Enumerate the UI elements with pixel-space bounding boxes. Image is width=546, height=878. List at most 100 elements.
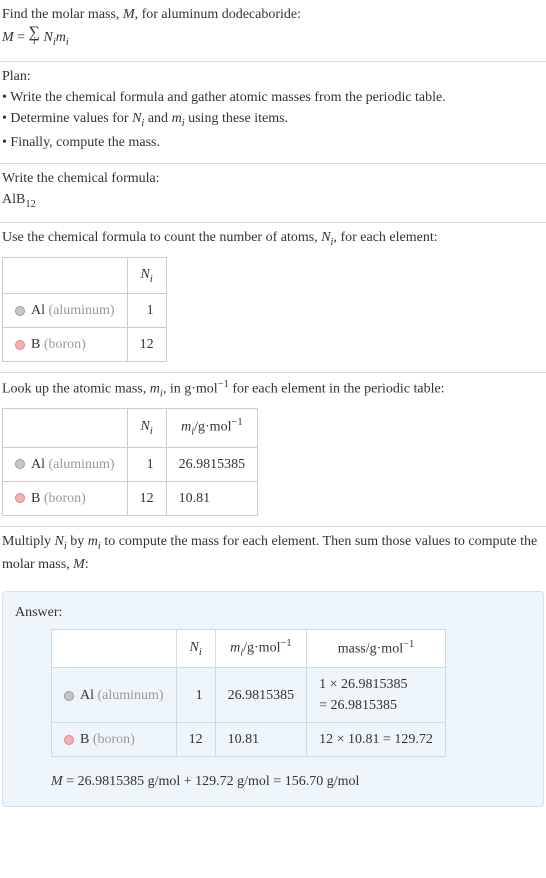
sup-neg1: −1 (218, 379, 229, 390)
table-row: B (boron) 12 (3, 328, 167, 362)
table-row: B (boron) 12 10.81 12 × 10.81 = 129.72 (52, 723, 446, 757)
sum-index: i (29, 37, 40, 47)
element-symbol: Al (31, 457, 45, 472)
answer-box: Answer: Ni mi/g·mol−1 mass/g·mol−1 Al (a… (2, 591, 544, 807)
sigma-sum: ∑i (29, 25, 40, 51)
element-symbol: Al (80, 688, 94, 703)
text: and (144, 111, 171, 126)
text: Find the molar mass, (2, 7, 123, 22)
n-value: 1 (127, 447, 166, 481)
n-header: Ni (176, 630, 215, 668)
text: Use the chemical formula to count the nu… (2, 230, 321, 245)
count-table: Ni Al (aluminum) 1 B (boron) 12 (2, 257, 167, 363)
element-dot-icon (15, 493, 25, 503)
n-header: Ni (127, 257, 166, 294)
var-N: N (43, 30, 52, 45)
m-value: 10.81 (215, 723, 307, 757)
element-cell: B (boron) (52, 723, 177, 757)
var-M: M (51, 774, 63, 789)
count-heading: Use the chemical formula to count the nu… (2, 227, 544, 251)
lookup-heading: Look up the atomic mass, mi, in g·mol−1 … (2, 377, 544, 402)
element-cell: B (boron) (3, 481, 128, 515)
var-N: N (55, 534, 64, 549)
element-dot-icon (15, 340, 25, 350)
element-cell: B (boron) (3, 328, 128, 362)
table-row: Al (aluminum) 1 (3, 294, 167, 328)
table-header-row: Ni mi/g·mol−1 (3, 409, 258, 447)
element-symbol: B (31, 337, 40, 352)
element-symbol: B (31, 491, 40, 506)
text: • Determine values for (2, 111, 132, 126)
n-value: 12 (176, 723, 215, 757)
element-header (3, 409, 128, 447)
lookup-table: Ni mi/g·mol−1 Al (aluminum) 1 26.9815385… (2, 408, 258, 515)
m-value: 26.9815385 (215, 668, 307, 723)
n-value: 1 (127, 294, 166, 328)
element-symbol: Al (31, 303, 45, 318)
chemical-formula: AlB12 (2, 189, 544, 213)
chemical-formula-section: Write the chemical formula: AlB12 (0, 164, 546, 224)
lookup-mass-section: Look up the atomic mass, mi, in g·mol−1 … (0, 373, 546, 526)
sup-neg1: −1 (280, 638, 291, 649)
n-value: 12 (127, 481, 166, 515)
intro-line: Find the molar mass, M, for aluminum dod… (2, 4, 544, 25)
var-N: N (140, 419, 149, 434)
molar-mass-equation: M = ∑i Nimi (2, 25, 544, 51)
element-name: (boron) (89, 732, 135, 747)
plan-heading: Plan: (2, 66, 544, 87)
element-cell: Al (aluminum) (52, 668, 177, 723)
final-answer: M = 26.9815385 g/mol + 129.72 g/mol = 15… (51, 771, 531, 792)
m-value: 26.9815385 (166, 447, 258, 481)
final-text: = 26.9815385 g/mol + 129.72 g/mol = 156.… (63, 774, 360, 789)
text: Look up the atomic mass, (2, 382, 150, 397)
table-row: Al (aluminum) 1 26.9815385 1 × 26.981538… (52, 668, 446, 723)
unit: mass/g·mol (338, 642, 403, 657)
formula-text: AlB (2, 192, 25, 207)
var-N: N (189, 640, 198, 655)
n-value: 1 (176, 668, 215, 723)
multiply-text: Multiply Ni by mi to compute the mass fo… (2, 531, 544, 576)
text: by (67, 534, 88, 549)
multiply-section: Multiply Ni by mi to compute the mass fo… (0, 527, 546, 586)
element-header (52, 630, 177, 668)
element-name: (boron) (40, 337, 86, 352)
table-row: B (boron) 12 10.81 (3, 481, 258, 515)
sub-i: i (66, 37, 69, 48)
element-header (3, 257, 128, 294)
text: for each element in the periodic table: (229, 382, 445, 397)
element-dot-icon (64, 735, 74, 745)
calc-line: 1 × 26.9815385 (319, 677, 407, 692)
element-name: (aluminum) (45, 303, 115, 318)
formula-sub: 12 (25, 198, 36, 209)
element-name: (aluminum) (94, 688, 164, 703)
plan-bullet-2: • Determine values for Ni and mi using t… (2, 108, 544, 132)
intro-section: Find the molar mass, M, for aluminum dod… (0, 0, 546, 62)
text: Multiply (2, 534, 55, 549)
var-N: N (140, 267, 149, 282)
m-header: mi/g·mol−1 (166, 409, 258, 447)
var-m: m (150, 382, 160, 397)
mass-value: 12 × 10.81 = 129.72 (307, 723, 446, 757)
text: , for aluminum dodecaboride: (135, 7, 301, 22)
element-symbol: B (80, 732, 89, 747)
answer-table: Ni mi/g·mol−1 mass/g·mol−1 Al (aluminum)… (51, 629, 446, 757)
equals: = (14, 30, 29, 45)
sup-neg1: −1 (231, 417, 242, 428)
table-header-row: Ni (3, 257, 167, 294)
var-m: m (181, 420, 191, 435)
answer-label: Answer: (15, 602, 531, 623)
count-atoms-section: Use the chemical formula to count the nu… (0, 223, 546, 373)
var-m: m (56, 30, 66, 45)
sub-i: i (150, 426, 153, 437)
m-value: 10.81 (166, 481, 258, 515)
element-dot-icon (15, 459, 25, 469)
plan-section: Plan: • Write the chemical formula and g… (0, 62, 546, 164)
var-m: m (230, 641, 240, 656)
table-header-row: Ni mi/g·mol−1 mass/g·mol−1 (52, 630, 446, 668)
calc-line: = 26.9815385 (319, 698, 397, 713)
sub-i: i (150, 273, 153, 284)
var-m: m (88, 534, 98, 549)
text: , in g·mol (163, 382, 218, 397)
text: using these items. (185, 111, 288, 126)
element-cell: Al (aluminum) (3, 294, 128, 328)
